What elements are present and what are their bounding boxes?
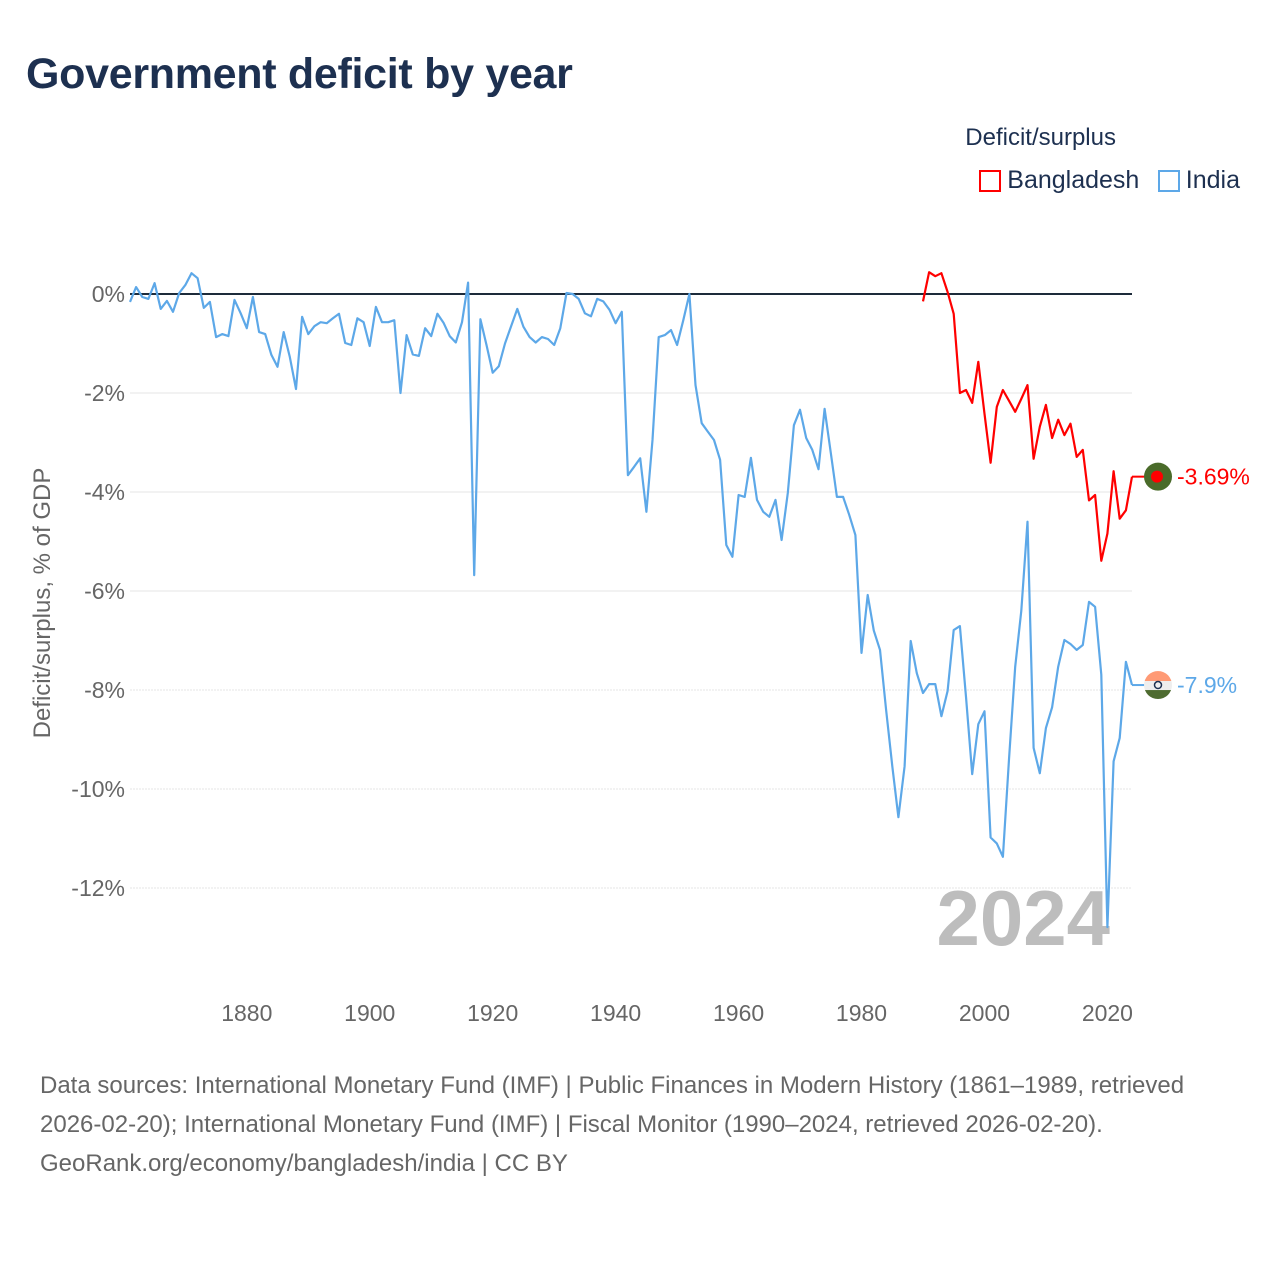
legend-item-india[interactable]: India (1157, 166, 1240, 195)
y-tick-label: -4% (84, 479, 125, 505)
flag-stripe-white (1144, 681, 1172, 691)
x-tick-label: 1900 (344, 1000, 395, 1026)
x-tick-label: 2000 (959, 1000, 1010, 1026)
line-chart: 2024 0% -2% -4% -6% -8% -10% -12% 1880 1900 1920… (29, 271, 1250, 1026)
flag-stripes (1144, 671, 1172, 700)
legend-label: India (1185, 166, 1240, 194)
bangladesh-flag-icon (1144, 462, 1172, 491)
data-sources: Data sources: International Monetary Fun… (40, 1072, 1185, 1138)
legend-item-bangladesh[interactable]: Bangladesh (979, 166, 1139, 195)
legend-swatch-india (1157, 169, 1180, 192)
y-axis-ticks: 0% -2% -4% -6% -8% -10% -12% (71, 281, 125, 901)
series-line-bangladesh (921, 271, 1134, 562)
legend-label: Bangladesh (1007, 166, 1140, 194)
x-tick-label: 1960 (713, 1000, 764, 1026)
y-axis-label: Deficit/surplus, % of GDP (29, 468, 56, 739)
y-tick-label: -8% (84, 677, 125, 703)
legend-title: Deficit/surplus (965, 124, 1116, 151)
series-line-india (128, 272, 1134, 929)
x-tick-label: 2020 (1082, 1000, 1133, 1026)
x-tick-label: 1980 (836, 1000, 887, 1026)
chart-title: Government deficit by year (26, 50, 573, 98)
flag-stripe-saffron (1144, 671, 1172, 682)
x-tick-label: 1880 (221, 1000, 272, 1026)
legend: Deficit/surplus Bangladesh India (965, 124, 1240, 197)
end-value-label: -3.69% (1177, 464, 1250, 490)
year-watermark: 2024 (936, 874, 1110, 962)
footer: Data sources: International Monetary Fun… (40, 1066, 1240, 1183)
series-lines (128, 271, 1134, 929)
x-tick-label: 1940 (590, 1000, 641, 1026)
flag-disc (1151, 470, 1163, 483)
india-flag-icon (1144, 671, 1172, 700)
x-tick-label: 1920 (467, 1000, 518, 1026)
y-tick-label: -6% (84, 578, 125, 604)
y-tick-label: 0% (92, 281, 125, 307)
y-tick-label: -10% (71, 776, 125, 802)
end-value-label: -7.9% (1177, 672, 1237, 698)
y-tick-label: -2% (84, 380, 125, 406)
gridlines (130, 392, 1132, 889)
flag-stripe-green (1144, 690, 1172, 700)
flag-chakra (1153, 680, 1163, 690)
end-markers: -7.9% -3.69% (1132, 462, 1250, 700)
legend-swatch-bangladesh (979, 169, 1002, 192)
x-axis-ticks: 1880 1900 1920 1940 1960 1980 2000 2020 (221, 1000, 1133, 1026)
y-tick-label: -12% (71, 875, 125, 901)
credit-link[interactable]: GeoRank.org/economy/bangladesh/india | C… (40, 1150, 568, 1177)
